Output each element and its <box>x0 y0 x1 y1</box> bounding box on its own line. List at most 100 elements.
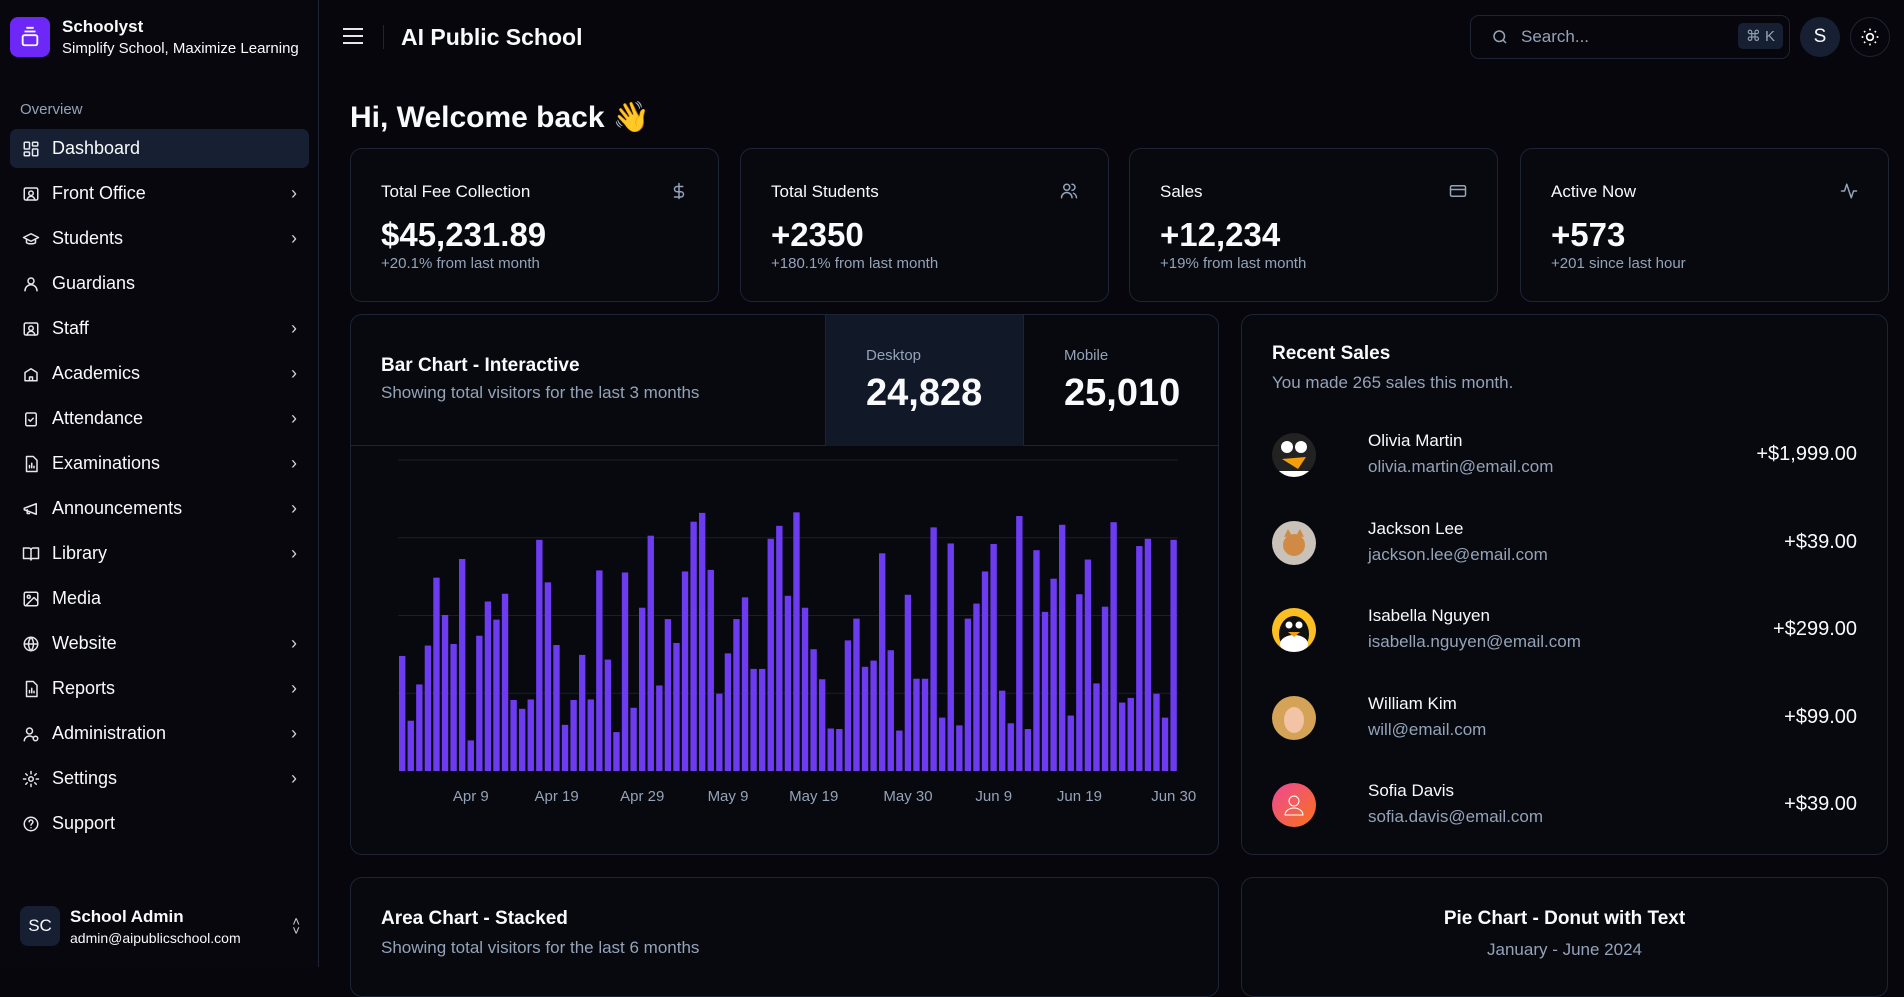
search-input[interactable]: Search... ⌘ K <box>1470 15 1790 59</box>
bar[interactable] <box>596 570 603 771</box>
sidebar-item-announcements[interactable]: Announcements › <box>10 489 309 528</box>
bar[interactable] <box>664 619 672 771</box>
bar[interactable] <box>930 527 937 771</box>
bar[interactable] <box>939 717 946 771</box>
sidebar-item-settings[interactable]: Settings › <box>10 759 309 798</box>
bar[interactable] <box>724 653 732 771</box>
bar[interactable] <box>1067 715 1074 771</box>
bar[interactable] <box>921 678 929 771</box>
bar[interactable] <box>493 619 500 771</box>
sidebar-item-administration[interactable]: Administration › <box>10 714 309 753</box>
bar[interactable] <box>827 728 834 771</box>
sidebar-item-dashboard[interactable]: Dashboard <box>10 129 309 168</box>
bar[interactable] <box>759 668 766 771</box>
bar[interactable] <box>776 525 783 771</box>
bar[interactable] <box>750 668 757 771</box>
bar[interactable] <box>699 512 706 771</box>
bar[interactable] <box>484 601 492 771</box>
bar[interactable] <box>784 595 792 771</box>
chevrons-up-down-icon[interactable]: ˄ ˅ <box>292 914 300 938</box>
bar[interactable] <box>647 535 654 771</box>
bar[interactable] <box>913 678 920 771</box>
bar[interactable] <box>561 724 569 771</box>
bar[interactable] <box>527 699 534 771</box>
bar[interactable] <box>844 640 852 771</box>
sidebar-item-guardians[interactable]: Guardians <box>10 264 309 303</box>
bar[interactable] <box>990 543 997 771</box>
bar[interactable] <box>604 659 612 771</box>
bar[interactable] <box>639 607 646 771</box>
bar[interactable] <box>681 571 689 771</box>
bar[interactable] <box>973 603 980 771</box>
sidebar-item-attendance[interactable]: Attendance › <box>10 399 309 438</box>
bar[interactable] <box>450 644 457 771</box>
bar[interactable] <box>1136 546 1143 771</box>
bar[interactable] <box>416 684 423 771</box>
sidebar-item-academics[interactable]: Academics › <box>10 354 309 393</box>
bar[interactable] <box>579 654 586 771</box>
bar[interactable] <box>570 699 577 771</box>
bar[interactable] <box>716 693 723 771</box>
bar[interactable] <box>1016 515 1023 771</box>
bar[interactable] <box>819 679 826 771</box>
bar[interactable] <box>793 512 800 771</box>
bar[interactable] <box>399 655 406 771</box>
bar[interactable] <box>630 707 637 771</box>
bar[interactable] <box>621 572 629 771</box>
bar[interactable] <box>1050 578 1057 771</box>
bar[interactable] <box>1127 697 1134 771</box>
bar[interactable] <box>441 614 449 771</box>
bar[interactable] <box>1101 606 1109 771</box>
bar[interactable] <box>1024 729 1032 771</box>
bar[interactable] <box>1170 539 1177 771</box>
bar[interactable] <box>870 660 877 771</box>
theme-toggle-button[interactable] <box>1850 17 1890 57</box>
bar[interactable] <box>1093 683 1100 771</box>
bar[interactable] <box>1007 723 1014 771</box>
bar[interactable] <box>476 635 483 771</box>
bar[interactable] <box>1033 550 1040 771</box>
mobile-toggle[interactable]: Mobile 25,010 <box>1023 315 1221 446</box>
bar[interactable] <box>544 582 552 771</box>
sidebar-item-library[interactable]: Library › <box>10 534 309 573</box>
bar[interactable] <box>836 729 843 771</box>
sidebar-item-media[interactable]: Media <box>10 579 309 618</box>
bar[interactable] <box>887 650 894 771</box>
bar[interactable] <box>896 730 903 771</box>
bar[interactable] <box>407 720 414 771</box>
bar[interactable] <box>656 685 663 771</box>
sidebar-item-examinations[interactable]: Examinations › <box>10 444 309 483</box>
bar[interactable] <box>1059 524 1066 771</box>
bar[interactable] <box>613 732 620 771</box>
sidebar-item-staff[interactable]: Staff › <box>10 309 309 348</box>
desktop-toggle[interactable]: Desktop 24,828 <box>825 315 1023 446</box>
bar[interactable] <box>536 539 543 771</box>
bar[interactable] <box>801 607 809 771</box>
bar[interactable] <box>673 642 680 771</box>
sidebar-item-reports[interactable]: Reports › <box>10 669 309 708</box>
bar[interactable] <box>467 740 474 771</box>
bar[interactable] <box>1110 522 1117 771</box>
bar[interactable] <box>424 645 432 771</box>
menu-icon[interactable] <box>342 26 364 51</box>
sidebar-item-front-office[interactable]: Front Office › <box>10 174 309 213</box>
bar[interactable] <box>964 618 972 771</box>
bar[interactable] <box>459 559 466 771</box>
bar[interactable] <box>999 690 1006 771</box>
profile-avatar[interactable]: S <box>1800 17 1840 57</box>
brand[interactable]: Schoolyst Simplify School, Maximize Lear… <box>10 17 299 57</box>
bar[interactable] <box>519 708 526 771</box>
bar[interactable] <box>741 597 749 771</box>
bar[interactable] <box>904 594 912 771</box>
bar[interactable] <box>1084 559 1092 771</box>
sidebar-item-support[interactable]: Support <box>10 804 309 843</box>
bar[interactable] <box>690 521 697 771</box>
bar[interactable] <box>1076 594 1083 771</box>
bar[interactable] <box>767 538 774 771</box>
bar[interactable] <box>1161 717 1169 771</box>
bar[interactable] <box>956 725 963 771</box>
bar[interactable] <box>587 699 594 771</box>
bar[interactable] <box>1144 538 1152 771</box>
sidebar-item-students[interactable]: Students › <box>10 219 309 258</box>
bar[interactable] <box>853 618 860 771</box>
